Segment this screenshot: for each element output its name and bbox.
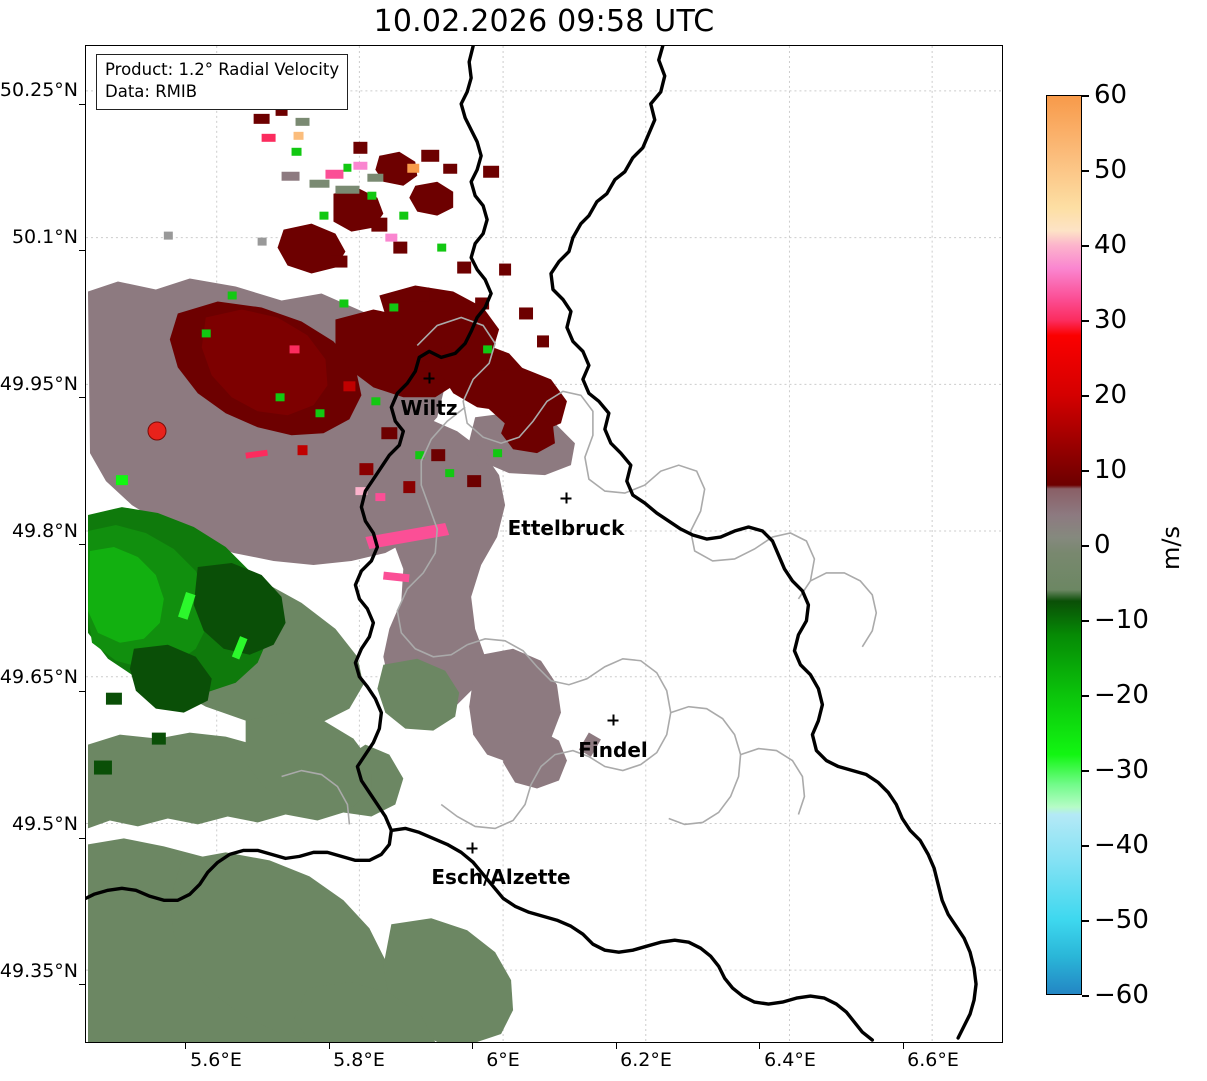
- echo-outbound-intense: [245, 131, 450, 583]
- echo-inbound-medium: [87, 475, 286, 775]
- colorbar-tick: [1082, 320, 1089, 322]
- x-tick: [328, 1043, 330, 1049]
- colorbar-tick-label: 30: [1094, 305, 1128, 335]
- y-tick: [79, 837, 85, 839]
- colorbar-tick-label: −30: [1094, 755, 1149, 785]
- echo-outbound-strong: [169, 89, 567, 494]
- latitude-axis: 50.25°N 50.1°N 49.95°N 49.8°N 49.65°N 49…: [0, 0, 85, 1081]
- admin-boundaries: [281, 316, 878, 830]
- national-borders: [86, 46, 978, 1042]
- y-tick-label: 50.25°N: [0, 79, 78, 101]
- colorbar-tick-label: 0: [1094, 530, 1111, 560]
- colorbar-unit-label: m/s: [1157, 526, 1185, 570]
- echo-speckles: [163, 117, 503, 478]
- colorbar-tick-label: −50: [1094, 905, 1149, 935]
- city-label-findel: Findel: [578, 738, 648, 762]
- map-canvas: [86, 46, 1002, 1042]
- colorbar-tick: [1082, 95, 1089, 97]
- x-tick-label: 6.4°E: [764, 1049, 816, 1071]
- data-source-line: Data: RMIB: [105, 82, 198, 102]
- city-label-wiltz: Wiltz: [400, 396, 458, 420]
- city-marker-ettelbruck: [560, 492, 572, 504]
- colorbar-tick-label: −60: [1094, 980, 1149, 1010]
- x-tick: [615, 1043, 617, 1049]
- colorbar-tick-label: −40: [1094, 830, 1149, 860]
- colorbar-tick: [1082, 170, 1089, 172]
- colorbar-tick-label: 10: [1094, 455, 1128, 485]
- colorbar-tick-label: 60: [1094, 80, 1128, 110]
- y-tick-label: 49.8°N: [11, 520, 78, 542]
- colorbar-tick-label: 20: [1094, 380, 1128, 410]
- colorbar-tick-label: 50: [1094, 155, 1128, 185]
- colorbar-tick-label: −20: [1094, 680, 1149, 710]
- y-tick-label: 49.65°N: [0, 666, 78, 688]
- y-tick-label: 50.1°N: [11, 226, 78, 248]
- radar-site-marker[interactable]: [147, 421, 167, 441]
- y-tick: [79, 250, 85, 252]
- colorbar-tick: [1082, 845, 1089, 847]
- x-tick-label: 5.8°E: [333, 1049, 385, 1071]
- y-tick: [79, 397, 85, 399]
- x-tick: [472, 1043, 474, 1049]
- colorbar[interactable]: [1046, 95, 1082, 995]
- product-info-box: Product: 1.2° Radial Velocity Data: RMIB: [96, 54, 349, 110]
- colorbar-tick: [1082, 395, 1089, 397]
- city-label-ettelbruck: Ettelbruck: [507, 516, 625, 540]
- x-tick-label: 5.6°E: [190, 1049, 242, 1071]
- colorbar-tick: [1082, 995, 1089, 997]
- colorbar-tick: [1082, 545, 1089, 547]
- colorbar-tick-label: −10: [1094, 605, 1149, 635]
- x-tick-label: 6.2°E: [620, 1049, 672, 1071]
- y-tick: [79, 544, 85, 545]
- colorbar-gradient: [1047, 96, 1081, 994]
- y-tick-label: 49.95°N: [0, 373, 78, 395]
- y-tick-label: 49.5°N: [11, 813, 78, 835]
- y-tick: [79, 984, 85, 986]
- x-tick: [185, 1043, 187, 1049]
- colorbar-tick-label: 40: [1094, 230, 1128, 260]
- y-tick-label: 49.35°N: [0, 960, 78, 982]
- city-marker-esch-alzette: [466, 842, 478, 854]
- page-title: 10.02.2026 09:58 UTC: [373, 4, 715, 39]
- city-marker-wiltz: [423, 372, 435, 384]
- colorbar-tick: [1082, 470, 1089, 472]
- x-tick: [902, 1043, 904, 1049]
- x-tick: [759, 1043, 761, 1049]
- x-tick-label: 6.6°E: [907, 1049, 959, 1071]
- product-line: Product: 1.2° Radial Velocity: [105, 60, 340, 79]
- colorbar-tick: [1082, 620, 1089, 622]
- y-tick: [79, 690, 85, 692]
- radar-map-plot[interactable]: Wiltz Ettelbruck Findel Esch/Alzette Pro…: [85, 45, 1003, 1043]
- y-tick: [79, 103, 85, 105]
- x-tick-label: 6°E: [486, 1049, 520, 1071]
- colorbar-tick: [1082, 695, 1089, 697]
- colorbar-tick: [1082, 245, 1089, 247]
- city-marker-findel: [607, 714, 619, 726]
- colorbar-tick: [1082, 770, 1089, 772]
- colorbar-tick: [1082, 920, 1089, 922]
- city-label-esch-alzette: Esch/Alzette: [431, 865, 571, 889]
